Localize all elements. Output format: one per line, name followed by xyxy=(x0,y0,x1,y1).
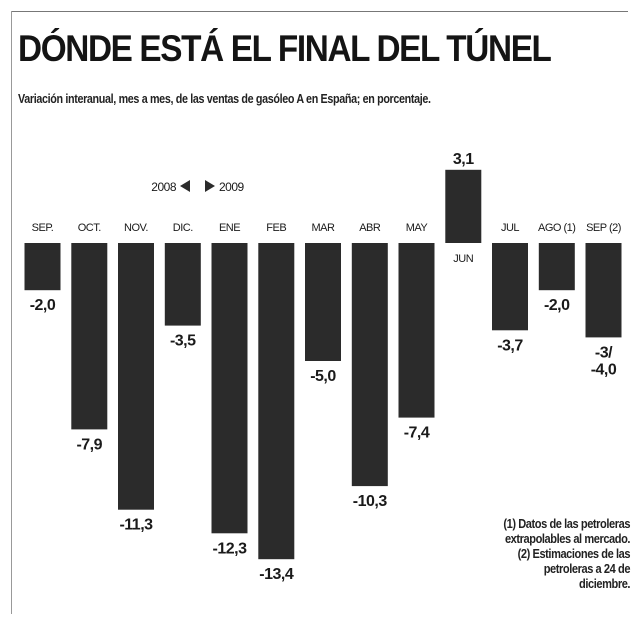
right-arrow-icon xyxy=(205,180,215,192)
value-label: 3,1 xyxy=(453,151,474,168)
value-label: -3,5 xyxy=(170,333,196,350)
value-label: -11,3 xyxy=(119,517,153,534)
category-label: JUL xyxy=(501,222,519,234)
category-label: MAY xyxy=(406,222,429,234)
bar xyxy=(71,243,108,430)
bar xyxy=(538,243,575,291)
bar xyxy=(445,169,482,243)
footnote-line: extrapolables al mercado. xyxy=(504,531,631,546)
category-label: FEB xyxy=(266,222,286,234)
bar xyxy=(211,243,248,534)
bar xyxy=(492,243,528,331)
bar xyxy=(585,243,622,338)
left-arrow-icon xyxy=(180,180,190,192)
year-label-left: 2008 xyxy=(151,180,177,194)
footnote-line: (1) Datos de las petroleras xyxy=(503,516,630,531)
value-label: -12,3 xyxy=(213,540,248,557)
category-label: OCT. xyxy=(78,222,102,234)
bar xyxy=(118,243,154,510)
chart-subtitle: Variación interanual, mes a mes, de las … xyxy=(18,92,431,106)
value-label: -7,4 xyxy=(404,425,430,442)
year-label-right: 2009 xyxy=(219,180,245,194)
footnote-line: diciembre. xyxy=(578,576,630,591)
bar xyxy=(258,243,295,560)
category-label: NOV. xyxy=(124,222,148,234)
category-label: ENE xyxy=(219,222,240,234)
footnotes: (1) Datos de las petroleras extrapolable… xyxy=(503,516,630,591)
category-label: DIC. xyxy=(173,222,193,234)
bar xyxy=(398,243,435,418)
value-label: -3/ xyxy=(595,344,613,361)
value-label: -7,9 xyxy=(76,436,102,453)
bar xyxy=(305,243,341,361)
category-label: AGO (1) xyxy=(538,222,575,234)
bar xyxy=(351,243,388,487)
category-label: ABR xyxy=(359,222,381,234)
value-label: -3,7 xyxy=(497,337,523,354)
top-rule xyxy=(12,11,628,12)
left-rule xyxy=(11,11,12,614)
value-label: -4,0 xyxy=(591,361,617,378)
bar xyxy=(164,243,201,326)
chart-title: DÓNDE ESTÁ EL FINAL DEL TÚNEL xyxy=(18,28,552,69)
category-label: JUN xyxy=(453,253,473,265)
bar xyxy=(24,243,61,291)
category-label: SEP. xyxy=(32,222,54,234)
value-label: -10,3 xyxy=(353,493,388,510)
value-label: -2,0 xyxy=(30,297,56,314)
category-label: MAR xyxy=(312,222,336,234)
value-label: -5,0 xyxy=(310,368,336,385)
footnote-line: petroleras a 24 de xyxy=(543,561,631,576)
footnote-line: (2) Estimaciones de las xyxy=(517,546,631,561)
value-label: -2,0 xyxy=(544,297,570,314)
category-label: SEP (2) xyxy=(586,222,621,234)
value-label: -13,4 xyxy=(259,566,294,583)
